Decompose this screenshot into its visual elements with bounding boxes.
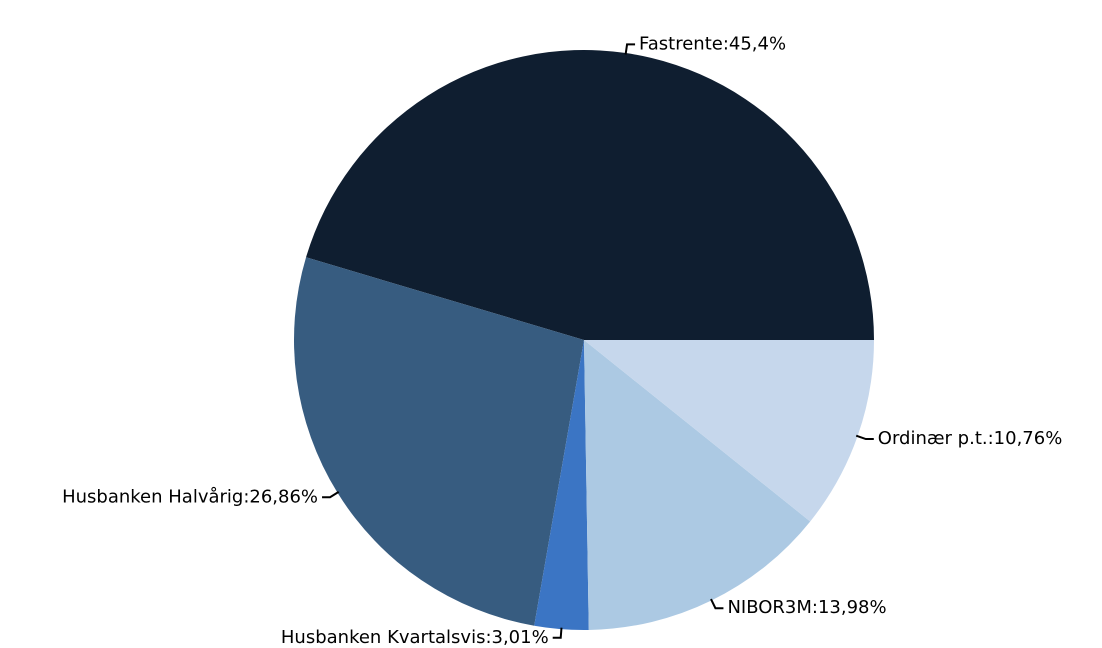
pie-slice — [294, 257, 584, 626]
leader-line — [710, 598, 724, 610]
leader-line — [624, 43, 636, 55]
slice-label: Husbanken Halvårig:26,86% — [62, 486, 318, 507]
slice-label: NIBOR3M:13,98% — [727, 597, 886, 618]
pie-slice — [584, 340, 811, 630]
pie-slice — [306, 50, 875, 341]
slice-label: Husbanken Kvartalsvis:3,01% — [281, 627, 549, 648]
pie-slice — [584, 340, 874, 522]
leader-line — [552, 627, 563, 639]
slice-label: Fastrente:45,4% — [639, 33, 786, 54]
slice-label: Ordinær p.t.:10,76% — [878, 428, 1063, 449]
pie-slice — [534, 340, 589, 630]
leader-line — [322, 491, 340, 499]
leader-line — [855, 434, 874, 441]
